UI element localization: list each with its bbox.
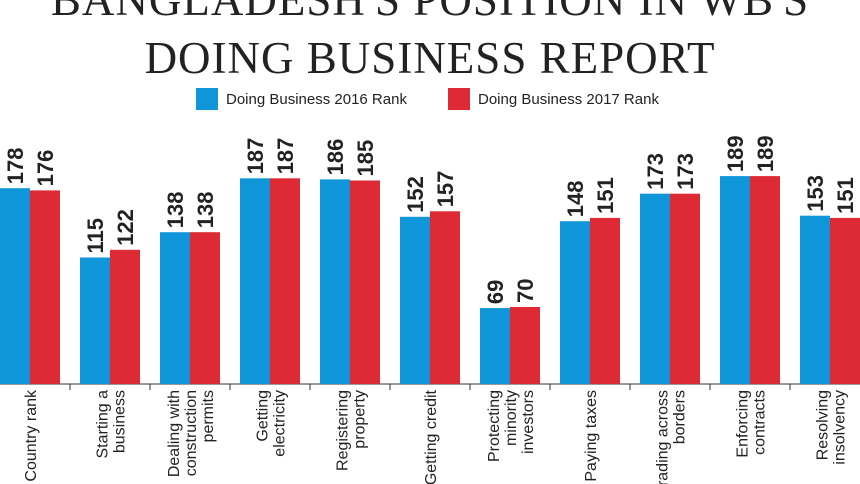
- data-label-2017-5: 157: [433, 171, 458, 208]
- data-label-2017-8: 173: [673, 153, 698, 190]
- category-label-1-line-0: Starting a: [95, 390, 112, 459]
- data-label-2017-2: 138: [193, 191, 218, 228]
- category-label-6-line-1: minority: [503, 390, 520, 446]
- data-label-2016-5: 152: [403, 176, 428, 213]
- category-label-6-line-2: investors: [520, 390, 537, 454]
- bar-2016-5: [400, 216, 430, 384]
- bar-2017-9: [750, 176, 780, 384]
- legend-item-2016: Doing Business 2016 Rank: [196, 88, 407, 110]
- chart-legend: Doing Business 2016 Rank Doing Business …: [0, 88, 860, 110]
- data-label-2016-7: 148: [563, 180, 588, 217]
- data-label-2016-2: 138: [163, 191, 188, 228]
- data-label-2016-9: 189: [723, 135, 748, 172]
- data-label-2016-6: 69: [483, 280, 508, 304]
- data-label-2017-1: 122: [113, 209, 138, 246]
- data-label-2017-9: 189: [753, 135, 778, 172]
- data-label-2016-10: 153: [803, 175, 828, 212]
- chart-title-line-1: BANGLADESH'S POSITION IN WB'S: [50, 0, 810, 25]
- category-label-2-line-0: Dealing with: [166, 390, 183, 477]
- bar-2017-8: [670, 193, 700, 384]
- bar-2017-5: [430, 211, 460, 384]
- legend-label-2016: Doing Business 2016 Rank: [226, 90, 407, 108]
- data-label-2017-0: 176: [33, 150, 58, 187]
- bar-2016-7: [560, 221, 590, 384]
- data-label-2016-1: 115: [83, 218, 108, 254]
- legend-item-2017: Doing Business 2017 Rank: [448, 88, 659, 110]
- category-label-7-line-0: Paying taxes: [583, 390, 600, 482]
- data-label-2016-4: 186: [323, 139, 348, 176]
- bar-2017-10: [830, 217, 860, 384]
- bar-2016-2: [160, 232, 190, 384]
- bar-2016-9: [720, 176, 750, 384]
- bar-2017-6: [510, 307, 540, 384]
- bar-2016-0: [0, 188, 30, 384]
- category-label-3-line-1: electricity: [272, 390, 289, 457]
- category-label-4-line-1: property: [352, 390, 369, 449]
- chart-title-line-2: DOING BUSINESS REPORT: [144, 33, 716, 83]
- data-label-2017-4: 185: [353, 140, 378, 177]
- bar-2017-4: [350, 180, 380, 384]
- bar-2016-1: [80, 257, 110, 384]
- category-label-8-line-0: Trading across: [655, 390, 672, 484]
- category-label-4-line-0: Registering: [335, 390, 352, 471]
- data-label-2017-3: 187: [273, 138, 298, 175]
- category-label-0-line-0: Country rank: [23, 389, 40, 482]
- category-label-10-line-1: insolvency: [832, 390, 849, 465]
- category-label-2-line-1: construction: [183, 390, 200, 476]
- category-label-10-line-0: Resolving: [815, 390, 832, 460]
- bar-2017-2: [190, 232, 220, 384]
- category-label-2-line-2: permits: [200, 390, 217, 442]
- data-label-2016-0: 178: [3, 147, 28, 184]
- bar-2017-0: [30, 190, 60, 384]
- bar-2016-10: [800, 215, 830, 384]
- legend-label-2017: Doing Business 2017 Rank: [478, 90, 659, 108]
- bar-2016-4: [320, 179, 350, 384]
- legend-swatch-2016: [196, 88, 218, 110]
- data-label-2016-3: 187: [243, 138, 268, 175]
- legend-swatch-2017: [448, 88, 470, 110]
- bar-2016-3: [240, 178, 270, 384]
- category-label-3-line-0: Getting: [255, 390, 272, 442]
- data-label-2017-7: 151: [593, 177, 618, 214]
- data-label-2016-8: 173: [643, 153, 668, 190]
- category-label-9-line-0: Enforcing: [735, 390, 752, 458]
- bar-2016-8: [640, 193, 670, 384]
- data-label-2017-10: 151: [833, 177, 858, 214]
- category-label-5-line-0: Getting credit: [423, 389, 440, 484]
- bar-2016-6: [480, 308, 510, 384]
- bar-2017-3: [270, 178, 300, 384]
- category-label-9-line-1: contracts: [752, 390, 769, 455]
- category-label-8-line-1: borders: [672, 390, 689, 444]
- category-label-6-line-0: Protecting: [486, 390, 503, 462]
- data-label-2017-6: 70: [513, 279, 538, 303]
- bar-2017-7: [590, 217, 620, 384]
- bar-2017-1: [110, 249, 140, 384]
- category-label-1-line-1: business: [112, 390, 129, 453]
